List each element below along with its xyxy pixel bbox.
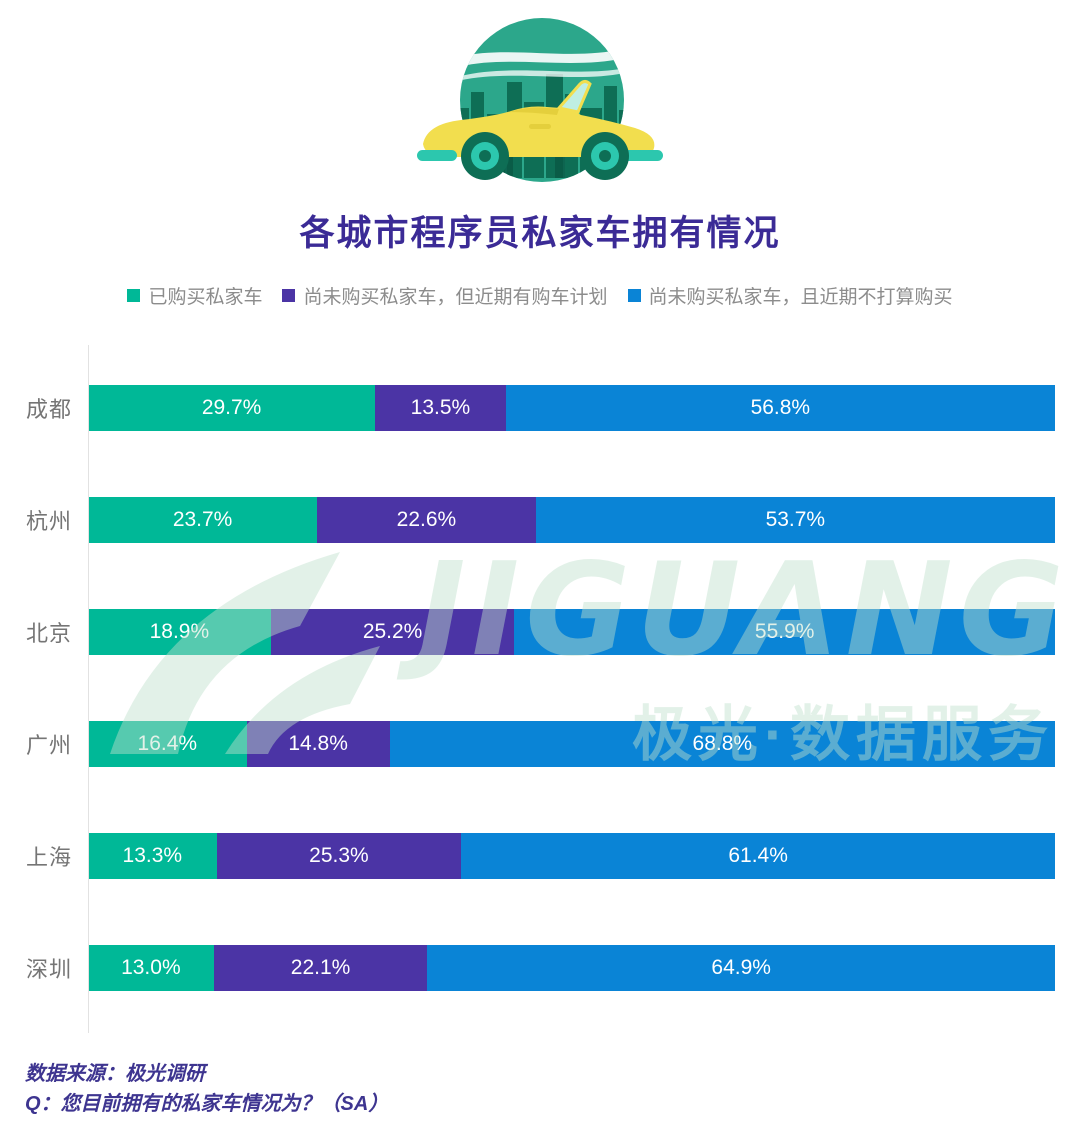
bar-segment: 55.9% [514,609,1055,655]
car-illustration [0,0,1080,193]
bar-value-label: 18.9% [149,620,210,643]
bar-segment: 25.3% [216,833,462,879]
bar-value-label: 22.1% [290,956,351,979]
bar-value-label: 22.6% [396,508,457,531]
bar-value-label: 23.7% [172,508,233,531]
bar-value-label: 55.9% [754,620,815,643]
footer-notes: 数据来源：极光调研 Q：您目前拥有的私家车情况为？（SA） [0,1059,1080,1119]
bar-segment: 64.9% [427,945,1055,991]
stacked-bar: 29.7% 13.5% 56.8% [88,385,1055,431]
category-label: 广州 [25,733,72,758]
bar-value-label: 14.8% [288,732,348,755]
bar-segment: 22.1% [213,945,428,991]
bar-value-label: 29.7% [201,396,262,419]
legend-label: 尚未购买私家车，且近期不打算购买 [648,287,953,308]
stacked-bar: 16.4% 14.8% 68.8% [88,721,1055,767]
bar-segment: 13.3% [88,833,217,879]
y-axis-line [88,345,89,1033]
legend-label: 尚未购买私家车，但近期有购车计划 [303,287,608,308]
bar-segment: 56.8% [505,385,1055,431]
bar-value-label: 16.4% [137,732,198,755]
bar-segment: 29.7% [88,385,376,431]
bar-value-label: 68.8% [692,732,753,755]
category-label: 成都 [25,397,72,422]
car-city-icon [417,18,663,182]
question-note: Q：您目前拥有的私家车情况为？（SA） [25,1093,389,1115]
bar-value-label: 53.7% [765,508,826,531]
bar-segment: 14.8% [246,721,390,767]
bar-value-label: 13.0% [121,956,181,979]
legend-item: 尚未购买私家车，且近期不打算购买 [627,282,953,309]
bar-segment: 13.0% [88,945,214,991]
page-title: 各城市程序员私家车拥有情况 [299,214,781,253]
bar-segment: 18.9% [88,609,271,655]
bar-value-label: 25.3% [309,844,369,867]
stacked-bar: 23.7% 22.6% 53.7% [88,497,1055,543]
category-label: 深圳 [25,957,72,982]
category-label: 杭州 [25,509,72,534]
chart-row: 广州 16.4% 14.8% 68.8% [0,721,1055,767]
bar-segment: 61.4% [461,833,1055,879]
bar-segment: 53.7% [535,497,1055,543]
chart-row: 北京 18.9% 25.2% 55.9% [0,609,1055,655]
car-body [417,80,663,180]
legend: 已购买私家车 尚未购买私家车，但近期有购车计划 尚未购买私家车，且近期不打算购买 [0,282,1080,309]
legend-swatch-icon [282,289,296,302]
bar-segment: 23.7% [88,497,318,543]
data-source-note: 数据来源：极光调研 [25,1063,205,1085]
bar-segment: 68.8% [389,721,1055,767]
category-label: 上海 [25,845,72,870]
bar-value-label: 64.9% [711,956,771,979]
chart-row: 成都 29.7% 13.5% 56.8% [0,385,1055,431]
bar-value-label: 13.5% [410,396,471,419]
legend-label: 已购买私家车 [148,287,263,308]
legend-swatch-icon [127,289,141,302]
bar-segment: 16.4% [88,721,247,767]
bar-segment: 13.5% [375,385,506,431]
bar-segment: 25.2% [270,609,515,655]
bar-value-label: 61.4% [728,844,788,867]
chart-row: 深圳 13.0% 22.1% 64.9% [0,945,1055,991]
chart-row: 杭州 23.7% 22.6% 53.7% [0,497,1055,543]
category-label: 北京 [25,621,72,646]
stacked-bar-chart: 成都 29.7% 13.5% 56.8% 杭州 23.7% 22.6% 53.7% 北京 18.9… [0,345,1080,1033]
bar-segment: 22.6% [317,497,536,543]
chart-rows: 成都 29.7% 13.5% 56.8% 杭州 23.7% 22.6% 53.7% 北京 18.9… [0,385,1055,991]
stacked-bar: 13.3% 25.3% 61.4% [88,833,1055,879]
stacked-bar: 13.0% 22.1% 64.9% [88,945,1055,991]
stacked-bar: 18.9% 25.2% 55.9% [88,609,1055,655]
bar-value-label: 56.8% [750,396,811,419]
legend-item: 尚未购买私家车，但近期有购车计划 [282,282,608,309]
bar-value-label: 25.2% [362,620,423,643]
legend-swatch-icon [627,289,641,302]
legend-item: 已购买私家车 [127,282,262,309]
bar-value-label: 13.3% [122,844,183,867]
chart-row: 上海 13.3% 25.3% 61.4% [0,833,1055,879]
